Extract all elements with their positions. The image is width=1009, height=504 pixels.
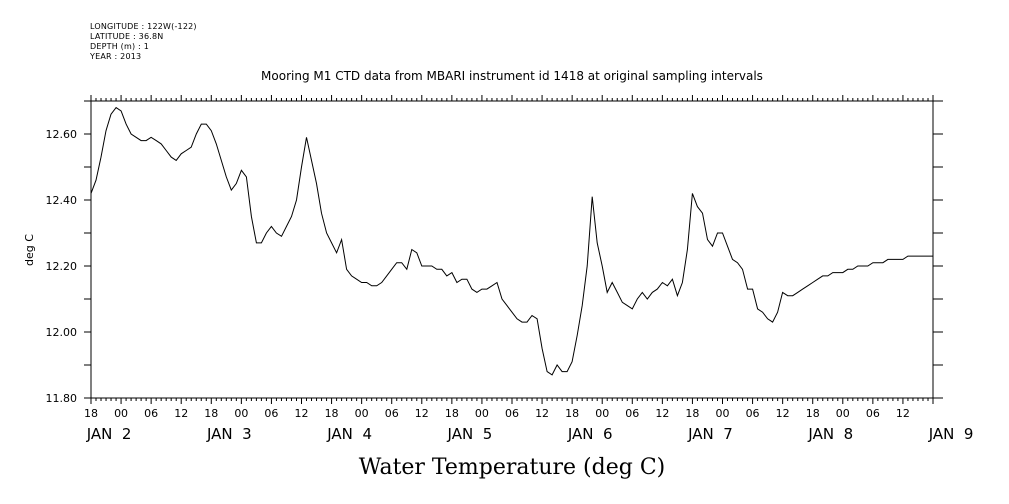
x-tick-label: 18 — [806, 407, 820, 420]
year-label: YEAR : 2013 — [90, 52, 142, 61]
top-minor-ticks — [90, 95, 934, 101]
x-tick-label: 06 — [625, 407, 639, 420]
x-day-label: JAN 9 — [928, 425, 974, 443]
x-day-label: JAN 3 — [206, 425, 252, 443]
x-tick-label: 18 — [445, 407, 459, 420]
y-axis-ticks: 12.60 12.40 12.20 12.00 11.80 — [46, 100, 943, 405]
x-tick-label: 06 — [264, 407, 278, 420]
x-tick-label: 12 — [415, 407, 429, 420]
x-tick-label: 18 — [685, 407, 699, 420]
y-tick-label: 12.40 — [46, 194, 78, 207]
latitude-label: LATITUDE : 36.8N — [90, 32, 164, 41]
x-tick-label: 06 — [144, 407, 158, 420]
x-day-label: JAN 2 — [86, 425, 132, 443]
x-tick-label: 12 — [896, 407, 910, 420]
y-tick-label: 12.00 — [46, 326, 78, 339]
x-day-label: JAN 5 — [447, 425, 493, 443]
x-axis-title: Water Temperature (deg C) — [359, 455, 666, 480]
x-tick-label: 18 — [204, 407, 218, 420]
x-tick-label: 18 — [325, 407, 339, 420]
x-day-label: JAN 8 — [807, 425, 853, 443]
x-tick-label: 12 — [295, 407, 309, 420]
temperature-series-line — [90, 106, 933, 376]
x-tick-label: 00 — [595, 407, 609, 420]
chart-title: Mooring M1 CTD data from MBARI instrumen… — [261, 69, 763, 83]
x-axis-day-labels: JAN 2 JAN 3 JAN 4 JAN 5 JAN 6 JAN 7 JAN 8 JAN 9 — [86, 425, 974, 443]
x-tick-label: 00 — [114, 407, 128, 420]
x-tick-label: 00 — [716, 407, 730, 420]
y-tick-label: 12.20 — [46, 260, 78, 273]
x-tick-label: 00 — [836, 407, 850, 420]
x-tick-label: 00 — [355, 407, 369, 420]
x-tick-label: 18 — [84, 407, 98, 420]
bottom-minor-ticks — [90, 398, 934, 404]
x-axis-tick-labels: 18 00 06 12 18 00 06 12 18 00 06 12 18 00 06 12 18 00 06 12… — [84, 407, 910, 420]
y-axis-label: deg C — [23, 234, 36, 266]
x-tick-label: 00 — [234, 407, 248, 420]
depth-label: DEPTH (m) : 1 — [90, 42, 149, 51]
location-metadata: LONGITUDE : 122W(-122) LATITUDE : 36.8N … — [90, 22, 197, 62]
x-day-label: JAN 6 — [567, 425, 613, 443]
x-day-label: JAN 4 — [326, 425, 372, 443]
y-tick-label: 11.80 — [46, 392, 78, 405]
x-tick-label: 06 — [866, 407, 880, 420]
x-tick-label: 06 — [746, 407, 760, 420]
x-day-label: JAN 7 — [687, 425, 733, 443]
x-tick-label: 12 — [174, 407, 188, 420]
x-tick-label: 12 — [776, 407, 790, 420]
x-tick-label: 12 — [655, 407, 669, 420]
y-tick-label: 12.60 — [46, 128, 78, 141]
x-tick-label: 00 — [475, 407, 489, 420]
x-tick-label: 12 — [535, 407, 549, 420]
longitude-label: LONGITUDE : 122W(-122) — [90, 22, 197, 31]
x-tick-label: 06 — [385, 407, 399, 420]
x-tick-label: 06 — [505, 407, 519, 420]
x-tick-label: 18 — [565, 407, 579, 420]
